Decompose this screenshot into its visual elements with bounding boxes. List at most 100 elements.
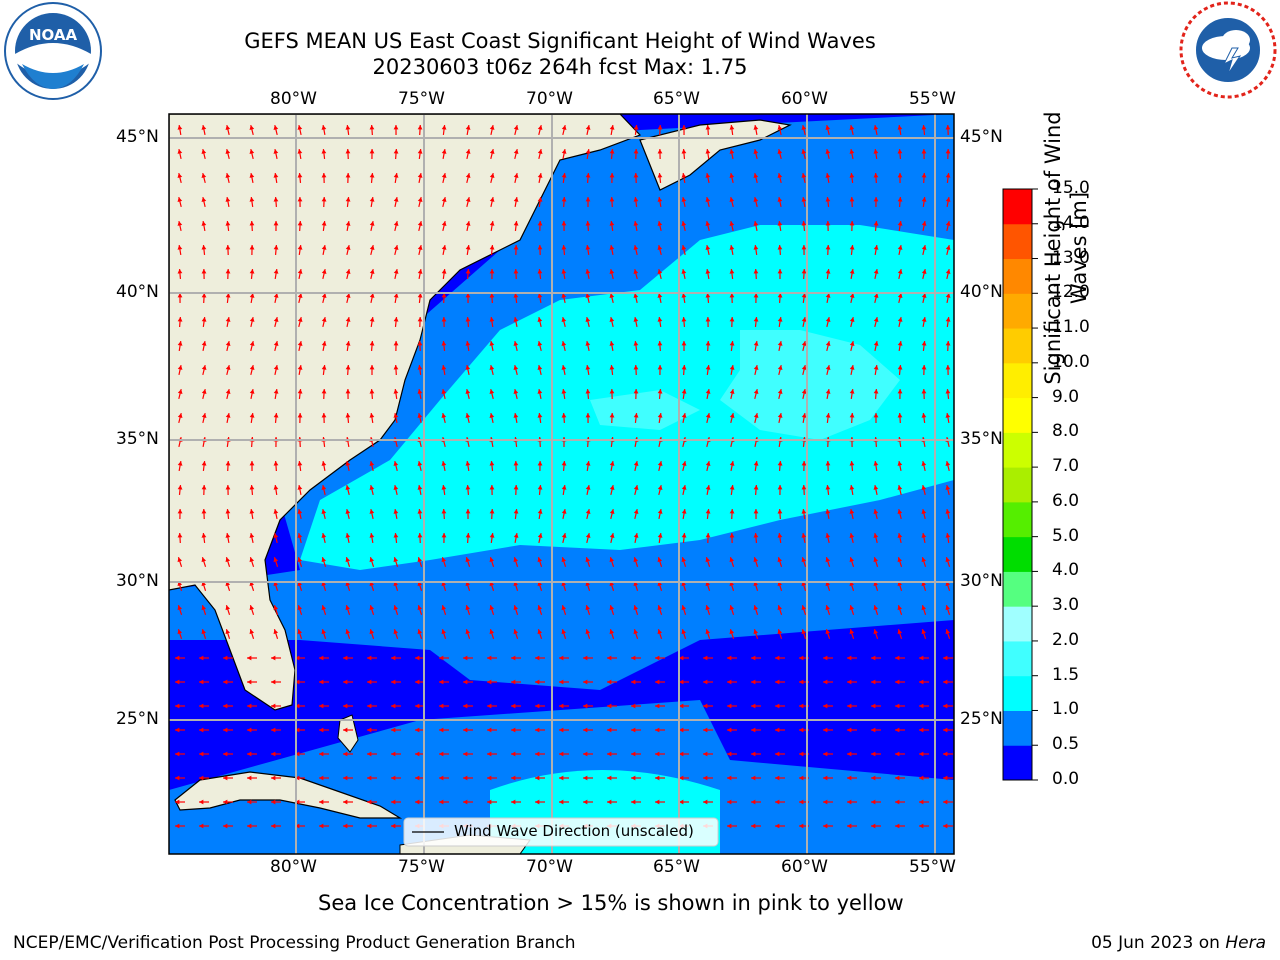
wind-wave-arrowhead	[777, 461, 783, 466]
wind-wave-arrowhead	[561, 149, 567, 154]
wind-wave-arrowhead	[825, 293, 831, 298]
wind-wave-arrowhead	[199, 679, 204, 685]
wind-wave-arrowhead	[319, 703, 324, 709]
wind-wave-arrowhead	[249, 629, 255, 635]
wind-wave-arrowhead	[777, 389, 783, 394]
wind-wave-arrowhead	[897, 149, 903, 154]
wind-wave-arrowhead	[295, 727, 300, 733]
wind-wave-arrowhead	[729, 197, 735, 202]
wind-wave-arrowhead	[201, 365, 207, 370]
wind-wave-arrowhead	[225, 341, 231, 346]
wind-wave-arrowhead	[585, 605, 591, 611]
wind-wave-arrowhead	[369, 149, 375, 154]
wind-wave-arrowhead	[415, 775, 420, 781]
wind-wave-arrowhead	[297, 365, 303, 370]
wind-wave-arrowhead	[609, 533, 615, 538]
wind-wave-arrowhead	[727, 727, 732, 733]
wind-wave-arrowhead	[223, 703, 228, 709]
wind-wave-arrowhead	[561, 509, 567, 514]
wind-wave-arrowhead	[921, 245, 927, 250]
colorbar-tick-label: 12.0	[1052, 282, 1090, 303]
wind-wave-arrowhead	[703, 679, 708, 685]
wind-wave-arrowhead	[465, 317, 471, 322]
wind-wave-arrowhead	[897, 293, 903, 298]
wind-wave-arrowhead	[345, 413, 351, 418]
wind-wave-arrowhead	[345, 269, 351, 274]
wind-wave-arrowhead	[561, 317, 567, 322]
wind-wave-arrowhead	[657, 389, 663, 394]
wind-wave-arrowhead	[177, 389, 183, 394]
wind-wave-arrowhead	[489, 317, 495, 322]
wind-wave-arrowhead	[369, 461, 375, 466]
wind-wave-arrowhead	[177, 341, 183, 346]
wind-wave-arrowhead	[199, 799, 204, 805]
wind-wave-arrowhead	[417, 341, 423, 346]
wind-wave-arrowhead	[367, 775, 372, 781]
wind-wave-arrowhead	[417, 149, 423, 154]
wind-wave-arrowhead	[873, 149, 879, 154]
wind-wave-arrowhead	[753, 197, 759, 202]
wind-wave-arrowhead	[247, 823, 252, 829]
colorbar-tick-label: 8.0	[1052, 421, 1080, 442]
wind-wave-arrowhead	[585, 461, 591, 466]
wind-wave-arrowhead	[295, 703, 300, 709]
wind-wave-arrowhead	[177, 509, 183, 514]
wind-wave-arrowhead	[367, 751, 372, 757]
wind-wave-arrowhead	[369, 197, 375, 202]
wind-wave-arrowhead	[633, 125, 639, 130]
wind-wave-arrowhead	[417, 557, 423, 563]
wind-wave-arrowhead	[199, 823, 204, 829]
wind-wave-arrowhead	[297, 389, 303, 394]
wind-wave-arrowhead	[535, 703, 540, 709]
wind-wave-arrowhead	[177, 365, 183, 370]
lon-tick-top: 65°W	[653, 89, 700, 109]
wind-wave-arrowhead	[561, 197, 567, 202]
wind-wave-arrowhead	[271, 775, 276, 781]
wind-wave-arrowhead	[727, 751, 732, 757]
wind-wave-arrowhead	[369, 365, 375, 370]
wind-wave-arrowhead	[369, 173, 375, 178]
wind-wave-arrowhead	[369, 413, 375, 418]
wind-wave-arrowhead	[463, 727, 468, 733]
wind-wave-arrowhead	[273, 605, 279, 611]
wind-wave-arrowhead	[825, 461, 831, 466]
wind-wave-arrowhead	[873, 245, 879, 250]
wind-wave-arrowhead	[513, 533, 519, 538]
wind-wave-arrowhead	[513, 629, 519, 635]
wind-wave-arrowhead	[873, 485, 879, 490]
wind-wave-arrowhead	[561, 341, 567, 346]
wind-wave-arrowhead	[705, 317, 711, 322]
wind-wave-arrowhead	[825, 413, 831, 418]
wind-wave-arrowhead	[225, 197, 231, 202]
wind-wave-arrowhead	[489, 485, 495, 490]
wind-wave-arrowhead	[321, 221, 327, 226]
wind-wave-arrowhead	[753, 629, 759, 635]
wind-wave-arrowhead	[847, 655, 852, 661]
wind-wave-arrowhead	[777, 221, 783, 226]
wind-wave-arrowhead	[895, 751, 900, 757]
colorbar-segment	[1003, 467, 1032, 503]
wind-wave-arrowhead	[585, 533, 591, 538]
wind-wave-arrowhead	[729, 605, 735, 611]
wind-wave-arrowhead	[225, 269, 231, 274]
wind-wave-arrowhead	[463, 751, 468, 757]
wind-wave-arrowhead	[919, 679, 924, 685]
lat-tick-right: 30°N	[960, 571, 1003, 591]
wind-wave-arrowhead	[489, 629, 495, 635]
wind-wave-arrowhead	[849, 125, 855, 130]
wind-wave-arrowhead	[391, 655, 396, 661]
wave-band-15	[720, 330, 900, 440]
colorbar-segment	[1003, 606, 1032, 642]
wind-wave-arrowhead	[273, 557, 279, 563]
wind-wave-arrowhead	[897, 629, 903, 635]
wind-wave-arrowhead	[297, 173, 303, 178]
wind-wave-arrowhead	[415, 679, 420, 685]
wind-wave-arrowhead	[655, 727, 660, 733]
wind-wave-arrowhead	[271, 703, 276, 709]
wind-wave-arrowhead	[847, 679, 852, 685]
wind-wave-arrowhead	[801, 533, 807, 538]
wind-wave-arrowhead	[729, 293, 735, 298]
lat-tick-right: 45°N	[960, 127, 1003, 147]
wind-wave-arrowhead	[273, 341, 279, 346]
colorbar-segment	[1003, 258, 1032, 294]
